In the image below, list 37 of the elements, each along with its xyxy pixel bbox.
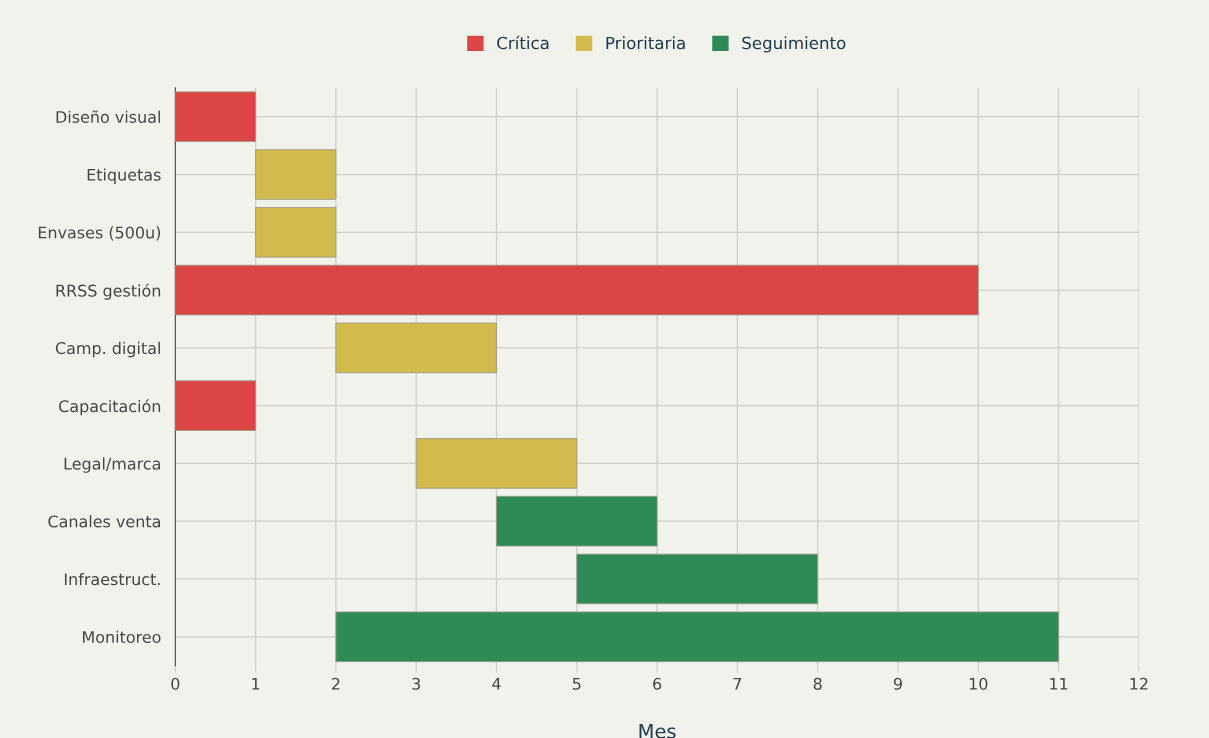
bar (175, 264, 979, 316)
bar (576, 553, 819, 605)
y-tick-label: Camp. digital (55, 341, 160, 358)
bar (175, 380, 257, 431)
x-tick-label: 12 (1130, 677, 1148, 690)
x-tick-label: 9 (893, 677, 902, 690)
bar (415, 438, 578, 489)
y-tick-label: Envases (500u) (38, 226, 161, 241)
y-tick-label: Infraestruct. (64, 572, 160, 586)
bar (335, 322, 497, 374)
x-tick-label: 11 (1050, 677, 1068, 690)
y-tick-label: Capacitación (59, 399, 161, 416)
x-tick-label: 8 (813, 677, 822, 690)
y-tick-label: Etiquetas (87, 168, 161, 184)
x-tick-label: 1 (252, 677, 260, 690)
bar (175, 91, 257, 142)
x-tick-label: 6 (653, 677, 662, 690)
x-tick-label: 5 (572, 677, 581, 690)
bar (255, 149, 337, 200)
y-tick-label: Monitoreo (83, 630, 161, 644)
x-axis-title: Mes (639, 724, 676, 738)
x-tick-label: 4 (492, 677, 501, 690)
legend-label: Crítica (497, 35, 549, 50)
bar (335, 611, 1059, 663)
x-tick-label: 2 (331, 677, 340, 690)
y-tick-label: Canales venta (48, 515, 160, 528)
bar (496, 495, 658, 547)
bar (255, 207, 337, 258)
legend-label: Seguimiento (742, 36, 846, 53)
y-tick-label: RRSS gestión (56, 283, 161, 300)
x-tick-label: 0 (171, 677, 180, 690)
x-tick-label: 10 (969, 677, 988, 690)
legend-label: Prioritaria (606, 36, 685, 50)
y-tick-label: Legal/marca (64, 457, 160, 473)
y-tick-label: Diseño visual (56, 110, 160, 124)
x-tick-label: 3 (412, 677, 420, 690)
x-tick-label: 7 (733, 677, 742, 690)
